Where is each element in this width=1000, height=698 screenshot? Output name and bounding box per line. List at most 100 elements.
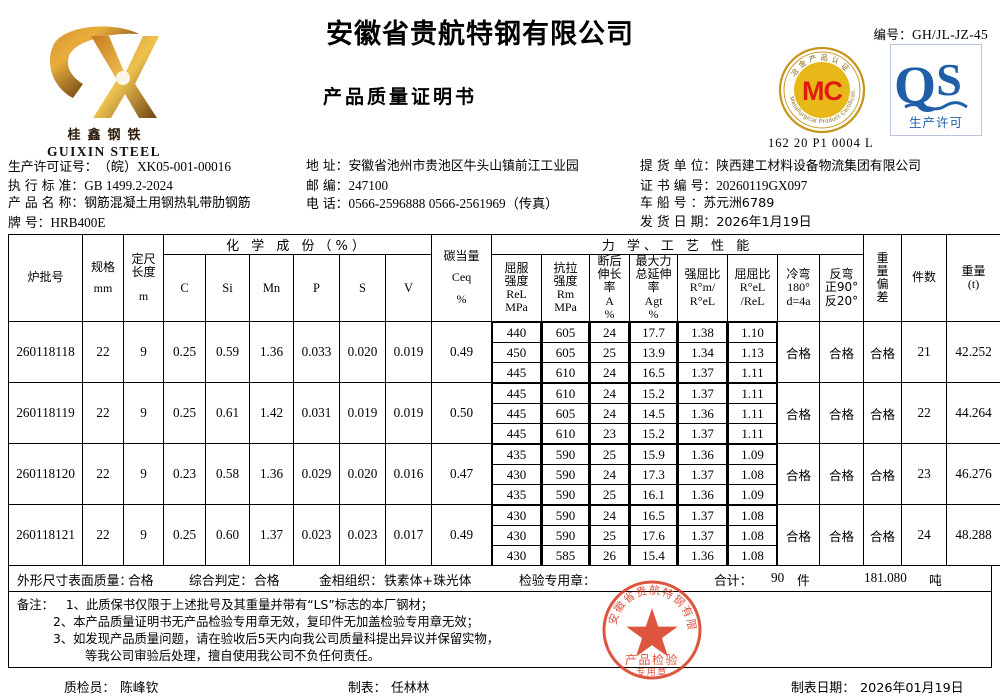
t: 反20°: [825, 294, 858, 308]
t: 正90°: [825, 280, 858, 294]
info-telephone: 电 话：0566-2596888 0566-2561969（传真）: [306, 195, 636, 214]
cell-chem-s: 0.023: [340, 505, 386, 566]
col-re-bend: 反弯 正90° 反20°: [820, 255, 864, 322]
t: MPa: [505, 300, 528, 314]
value: 0566-2596888 0566-2561969（传真）: [348, 196, 558, 211]
cell-cold-bend: 合格: [778, 322, 820, 383]
cell-agt: 15.2: [631, 384, 677, 404]
cell-elongation: 25: [591, 526, 629, 546]
info-shipping-date: 发 货 日 期：2026年1月19日: [640, 214, 1000, 233]
total-label: 合计：: [714, 570, 752, 589]
t: ReL: [506, 287, 527, 301]
metallography-label: 金相组织：: [319, 570, 383, 589]
cell-yield-ratio: 1.11: [729, 424, 777, 444]
svg-text:MC: MC: [802, 76, 842, 106]
t: R°m/: [690, 280, 715, 294]
t: Agt: [645, 294, 663, 308]
value: 20260119GX097: [716, 178, 807, 193]
t: R°eL: [740, 280, 765, 294]
cell-elongation: 25: [591, 445, 629, 465]
value: 钢筋混凝土用钢热轧带肋钢筋: [84, 196, 250, 211]
cell-re-bend: 合格: [820, 505, 864, 566]
document-number-value: GH/JL-JZ-45: [912, 27, 988, 42]
document-header: 桂鑫钢铁 GUIXIN STEEL 安徽省贵航特钢有限公司 产品质量证明书 编号…: [0, 0, 1000, 158]
cell-agt: 15.2: [631, 424, 677, 444]
cell-strength-ratio: 1.37: [679, 384, 727, 404]
cell-pieces: 24: [902, 505, 947, 566]
col-yield-ratio: 屈屈比 R°eL /ReL: [728, 255, 778, 322]
info-vehicle-no: 车 船 号 ：苏元洲6789: [640, 195, 1000, 214]
cell-chem-v: 0.019: [386, 383, 432, 444]
cell-yield: 430: [493, 526, 541, 546]
label: 车 船 号 ：: [640, 195, 703, 214]
t: 强屈比: [685, 267, 721, 281]
maker-name: 任林林: [391, 677, 429, 696]
notes-block: 备注： 1、此质保书仅限于上述批号及其重量并带有“LS”标志的本厂钢材； 2、本…: [8, 592, 992, 668]
cell-cold-bend: 合格: [778, 505, 820, 566]
t: 抗拉: [554, 261, 578, 275]
cell-heat-no: 260118118: [9, 322, 83, 383]
dimension-value: 合格: [128, 570, 154, 589]
label: 邮 编：: [306, 178, 348, 197]
cell-elongation: 24: [591, 384, 629, 404]
cell-chem-v: 0.016: [386, 444, 432, 505]
t: Rm: [557, 287, 574, 301]
info-address: 地 址：安徽省池州市贵池区牛头山镇前江工业园: [306, 158, 636, 177]
mc-certification-icon: 冶金产品认证 Metallurgical Product Certificati…: [778, 46, 866, 134]
cell-elongation: 25: [591, 485, 629, 505]
cell-strength-ratio: 1.34: [679, 343, 727, 363]
cell-chem-p: 0.023: [294, 505, 340, 566]
t: A: [605, 294, 614, 308]
cell-re-bend: 合格: [820, 322, 864, 383]
cell-elongation: 25: [591, 343, 629, 363]
label: 证 书 编 号：: [640, 178, 716, 197]
label: 地 址：: [306, 158, 348, 177]
info-product-name: 产 品 名 称：钢筋混凝土用钢热轧带肋钢筋: [8, 195, 308, 214]
cell-re-bend: 合格: [820, 444, 864, 505]
cell-chem-p: 0.033: [294, 322, 340, 383]
value: 247100: [348, 178, 388, 193]
cell-tensile: 590: [543, 526, 589, 546]
cell-re-bend: 合格: [820, 383, 864, 444]
total-pieces: 90: [771, 570, 784, 586]
col-length-unit: m: [139, 289, 148, 303]
cell-spec: 22: [83, 444, 124, 505]
notes-item-3: 3、如发现产品质量问题，请在验收后5天内向我公司质量科提出异议并保留实物，: [17, 631, 991, 648]
value: 苏元洲6789: [703, 196, 774, 211]
col-chem-p: P: [294, 255, 340, 322]
cell-agt: 13.9: [631, 343, 677, 363]
label: 执 行 标 准：: [8, 178, 84, 197]
col-chem-c: C: [164, 255, 206, 322]
cell-agt: 17.6: [631, 526, 677, 546]
cell-tensile: 605: [543, 404, 589, 424]
cell-tensile: 590: [543, 445, 589, 465]
cell-yield: 430: [493, 546, 541, 566]
notes-item-2: 2、本产品质量证明书无产品检验专用章无效，复印件无加盖检验专用章无效；: [17, 614, 991, 631]
cell-agt: 17.3: [631, 465, 677, 485]
header-group-row: 炉批号 规格 mm 定尺 长度 m 化 学 成 份（%） 碳当量 Ceq: [9, 235, 1000, 255]
cell-weight: 46.276: [947, 444, 1000, 505]
cell-chem-c: 0.25: [164, 383, 206, 444]
value: GB 1499.2-2024: [84, 178, 173, 193]
cell-weight: 42.252: [947, 322, 1000, 383]
cell-weight-deviation: 合格: [864, 322, 902, 383]
maker-label: 制表：: [348, 677, 386, 696]
cell-tensile: 585: [543, 546, 589, 566]
cell-chem-si: 0.58: [206, 444, 250, 505]
t: 反弯: [830, 267, 854, 281]
cell-yield: 450: [493, 343, 541, 363]
cell-heat-no: 260118120: [9, 444, 83, 505]
value: HRB400E: [50, 215, 105, 230]
t: 冷弯: [787, 267, 811, 281]
cell-strength-ratio: 1.37: [679, 506, 727, 526]
cell-chem-c: 0.23: [164, 444, 206, 505]
